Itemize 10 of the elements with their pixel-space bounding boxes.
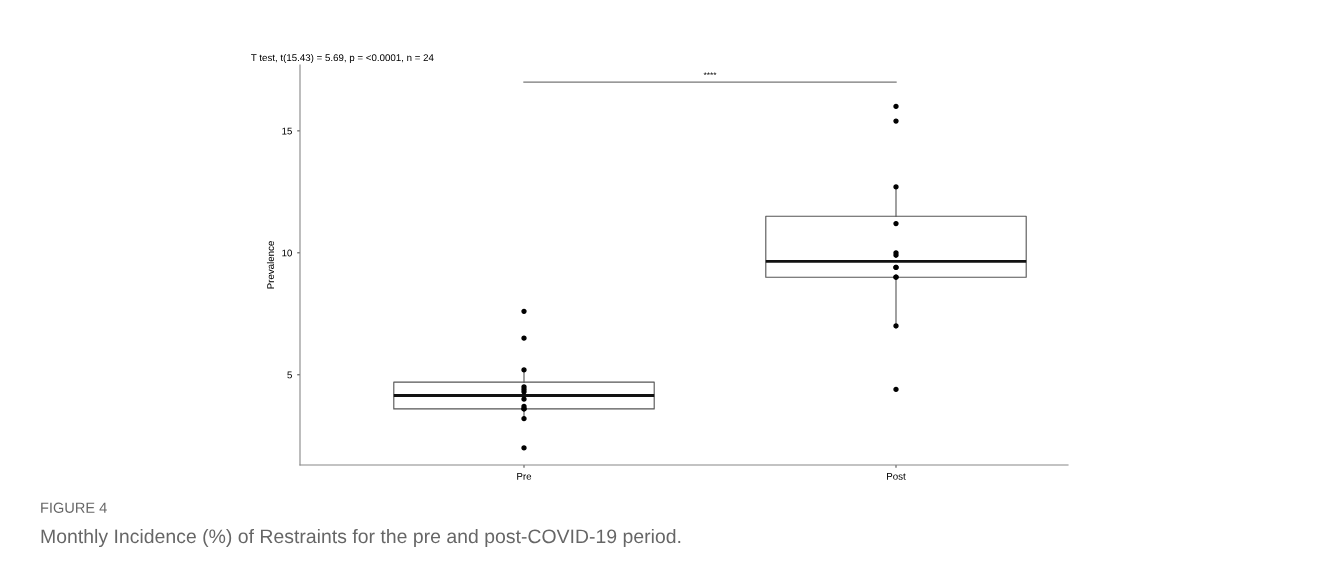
caption: FIGURE 4 <box>41 502 107 513</box>
y-tick-label: 10 <box>282 249 292 257</box>
y-tick-label: 5 <box>287 371 292 379</box>
x-tick-label: Post <box>887 473 906 480</box>
y-axis-title: Prevalence <box>266 241 275 289</box>
annotation: **** <box>703 72 717 76</box>
chart-title: T test, t(15.43) = 5.69, p = <0.0001, n = 24 <box>251 53 434 63</box>
x-tick-label: Pre <box>517 473 532 480</box>
y-tick-label: 15 <box>282 127 292 135</box>
text: Monthly Incidence (%) of Restraints for the pre and post-COVID-19 period. <box>41 528 681 548</box>
